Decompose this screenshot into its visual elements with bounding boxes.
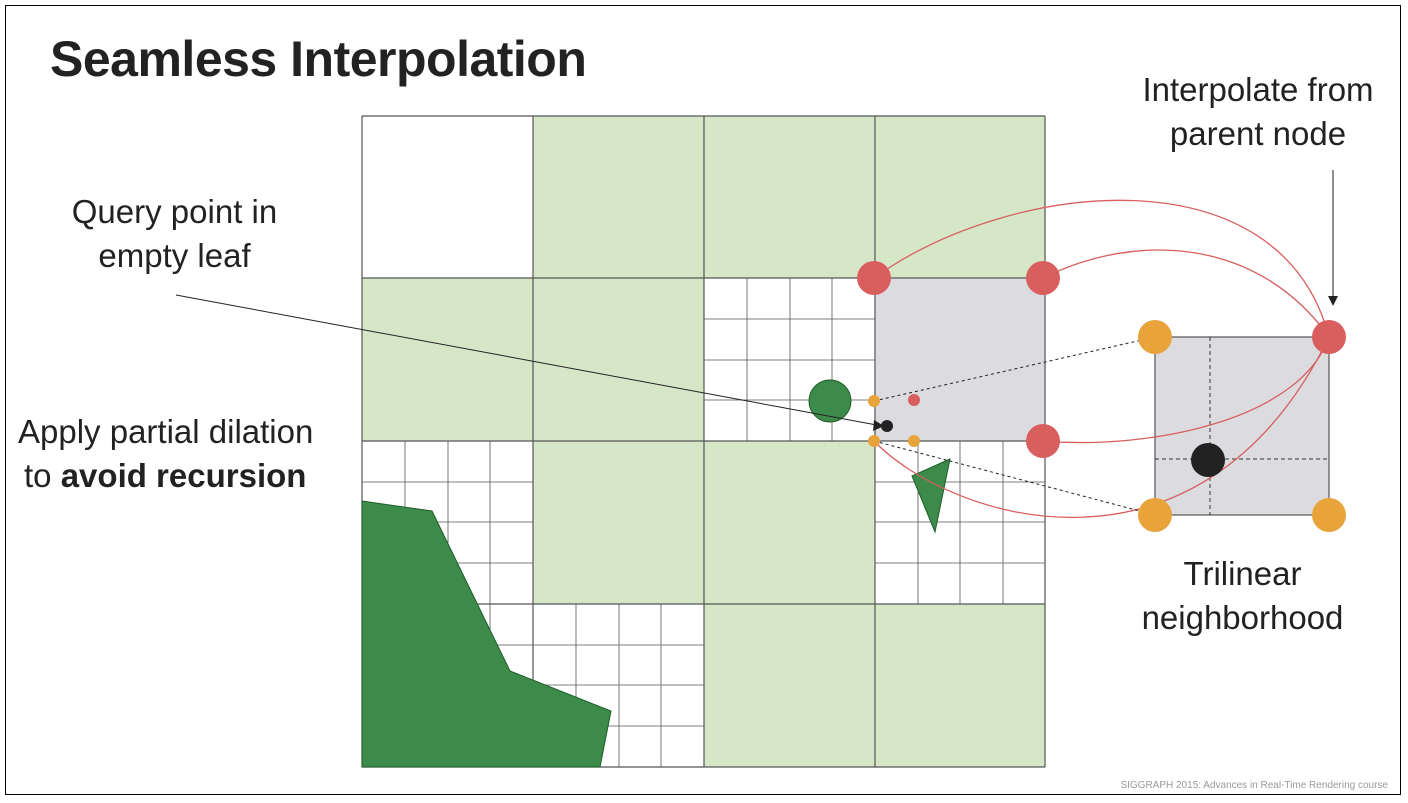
parent-corner-markers — [857, 261, 1346, 458]
geometry-polygon — [361, 500, 612, 768]
occupied-cell — [533, 278, 704, 441]
query-label-line1: Query point in — [71, 193, 278, 230]
query-point-magnified — [1191, 443, 1225, 477]
trilinear-corner-marker — [908, 435, 920, 447]
trilinear-corner-marker — [868, 395, 880, 407]
parent-pointer-arrowhead — [1328, 296, 1338, 306]
query-label-line2: empty leaf — [98, 237, 251, 274]
occupied-cells — [362, 116, 1045, 767]
dilation-label-line1: Apply partial dilation — [18, 413, 314, 450]
interpolate-label-line1: Interpolate from — [1142, 71, 1374, 108]
trilinear-corner-marker — [868, 435, 880, 447]
query-point — [881, 420, 893, 432]
pointer-lines — [175, 170, 1334, 427]
parent-interpolation-curves — [873, 199, 1330, 518]
trilinear-label: Trilinear neighborhood — [1120, 552, 1365, 640]
query-label: Query point in empty leaf — [62, 190, 287, 278]
occupied-cell — [362, 278, 533, 441]
occupied-cell — [875, 604, 1045, 767]
trilinear-label-line1: Trilinear — [1183, 555, 1302, 592]
dilation-label-bold: avoid recursion — [60, 457, 307, 494]
parent-corner-marker — [857, 261, 891, 295]
query-pointer-arrowhead — [873, 420, 884, 431]
trilinear-corner-marker — [1138, 498, 1172, 532]
slide-footer: SIGGRAPH 2015: Advances in Real-Time Ren… — [1120, 780, 1388, 791]
parent-node-cell — [875, 278, 1045, 441]
trilinear-corner-markers — [868, 320, 1346, 532]
trilinear-label-line2: neighborhood — [1141, 599, 1344, 636]
occupied-cell — [704, 604, 875, 767]
occupied-cell — [704, 116, 875, 278]
dilation-label: Apply partial dilation to avoid recursio… — [18, 410, 338, 498]
occupied-cell — [533, 441, 704, 604]
interpolate-label-line2: parent node — [1169, 115, 1347, 152]
parent-corner-marker-small — [908, 394, 920, 406]
parent-corner-marker — [1312, 320, 1346, 354]
trilinear-corner-marker — [1312, 498, 1346, 532]
parent-corner-marker — [1026, 424, 1060, 458]
occupied-cell — [875, 116, 1045, 278]
parent-corner-marker — [1026, 261, 1060, 295]
slide-title: Seamless Interpolation — [50, 31, 587, 87]
dilation-label-prefix: to — [24, 457, 61, 494]
trilinear-connection-lines — [873, 336, 1156, 516]
geometry-circle — [808, 379, 852, 423]
slide-frame — [5, 5, 1401, 795]
trilinear-corner-marker — [1138, 320, 1172, 354]
interpolate-label: Interpolate from parent node — [1133, 68, 1383, 156]
parent-node-detail — [1154, 336, 1330, 516]
dilation-label-line2: to avoid recursion — [18, 454, 338, 498]
occupied-cell — [533, 116, 704, 278]
occupied-cell — [704, 441, 875, 604]
coarse-grid — [361, 115, 1046, 768]
